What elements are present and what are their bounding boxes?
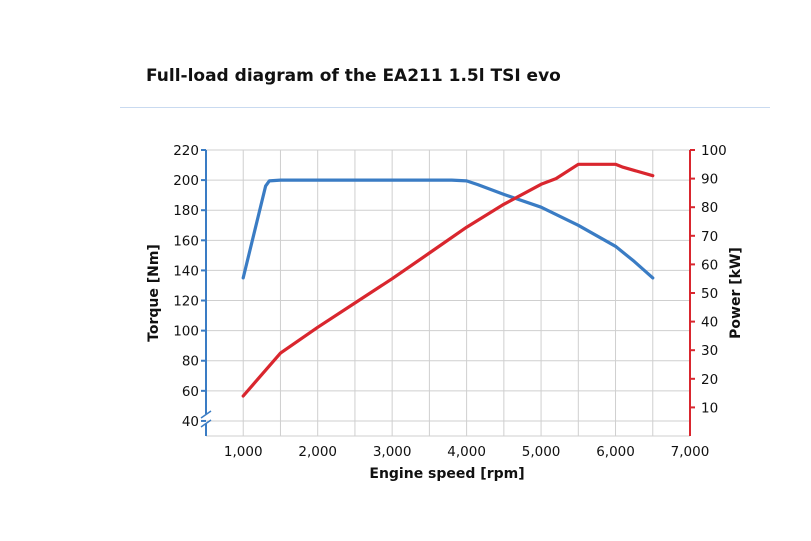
grid (206, 149, 690, 437)
y-right-tick-label: 30 (701, 343, 718, 359)
power-curve (241, 162, 655, 398)
x-tick-label: 2,000 (298, 444, 337, 460)
y-left-tick-label: 200 (173, 173, 199, 189)
y-right-tick-label: 10 (701, 400, 718, 416)
x-tick-label: 7,000 (671, 444, 710, 460)
y-left-tick-label: 120 (173, 294, 199, 310)
y-left-tick-label: 160 (173, 233, 199, 249)
y-right-tick-label: 100 (701, 143, 727, 159)
y-left-tick-label: 180 (173, 203, 199, 219)
tick-labels: 40 60 80 100 120 140 160 180 200 220 10 20 30 40 50 60 7… (173, 143, 727, 460)
axes (200, 149, 695, 436)
axis-break-mark (200, 410, 212, 419)
x-tick-label: 5,000 (522, 444, 561, 460)
y-right-tick-label: 90 (701, 172, 718, 188)
title-divider (120, 107, 770, 108)
x-tick-label: 4,000 (447, 444, 486, 460)
x-axis-label: Engine speed [rpm] (369, 466, 524, 482)
series-layer (241, 162, 655, 398)
y-right-tick-label: 80 (701, 200, 718, 216)
x-tick-label: 1,000 (224, 444, 263, 460)
chart-title: Full-load diagram of the EA211 1.5l TSI … (146, 66, 561, 86)
y-left-tick-label: 80 (182, 354, 199, 370)
torque-curve (241, 178, 655, 280)
y-right-tick-label: 60 (701, 257, 718, 273)
y-axis-left-label: Torque [Nm] (146, 244, 162, 342)
y-right-tick-label: 40 (701, 315, 718, 331)
x-tick-label: 3,000 (373, 444, 412, 460)
axis-break-mark (200, 419, 212, 428)
y-left-tick-label: 220 (173, 143, 199, 159)
y-axis-right-label: Power [kW] (728, 247, 744, 339)
y-left-tick-label: 140 (173, 263, 199, 279)
y-left-tick-label: 100 (173, 324, 199, 340)
y-right-tick-label: 50 (701, 286, 718, 302)
y-right-tick-label: 20 (701, 372, 718, 388)
x-tick-label: 6,000 (596, 444, 635, 460)
y-left-tick-label: 60 (182, 384, 199, 400)
y-right-tick-label: 70 (701, 229, 718, 245)
y-left-tick-label: 40 (182, 414, 199, 430)
